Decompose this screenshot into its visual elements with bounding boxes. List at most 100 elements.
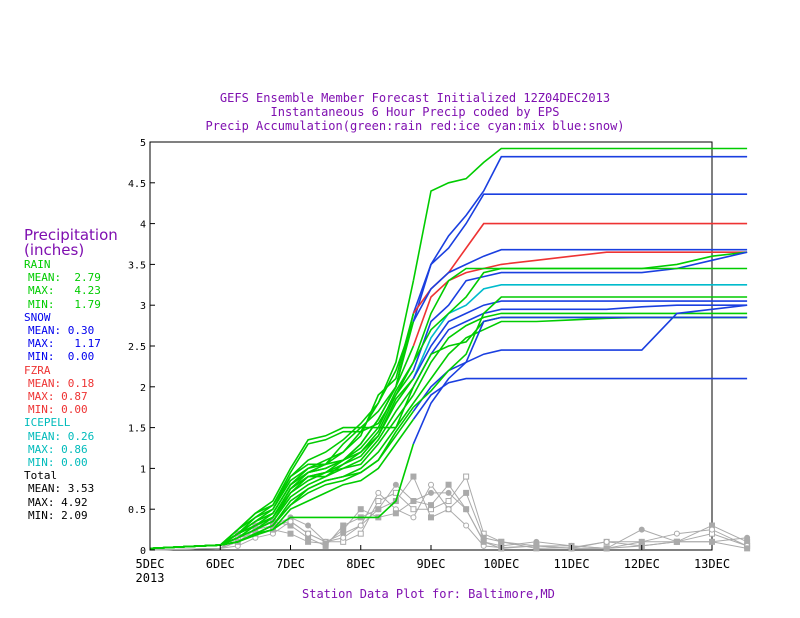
instant-precip-point [445,506,452,513]
instant-precip-point [744,545,751,552]
y-tick-label: 3 [140,301,146,312]
accumulation-line [412,300,748,379]
instant-precip-point [428,489,434,496]
instant-precip-point [410,506,417,513]
accumulation-line [412,193,748,322]
stats-value: MIN: 2.09 [28,508,88,522]
instant-precip-point [375,498,382,505]
stats-heading: Precipitation [24,226,118,244]
accumulation-line [412,147,748,281]
accumulation-line [412,267,748,363]
chart-title-line-3: Precip Accumulation(green:rain red:ice c… [205,119,624,133]
instant-precip-point [445,481,452,488]
instant-precip-point [287,530,294,537]
y-tick-label: 3.5 [128,260,146,271]
stats-value: MAX: 1.17 [28,337,101,351]
instant-precip-point [445,489,452,496]
instant-precip-point [709,538,715,545]
stats-value: MEAN: 0.30 [28,324,95,338]
accumulation-line [412,316,748,404]
y-tick-label: 4 [140,220,146,231]
x-tick-label: 13DEC [694,557,730,571]
y-tick-label: 2.5 [128,342,146,353]
instant-precip-point [287,518,294,525]
instant-precip-point [480,538,487,545]
x-tick-year: 2013 [136,571,165,585]
instant-precip-point [410,514,417,521]
instant-precip-point [305,522,312,529]
instant-precip-point [463,489,470,496]
stats-value: MIN: 0.00 [28,456,88,470]
instant-precip-point [357,530,364,537]
instant-precip-point [375,489,382,496]
accumulation-line [412,312,748,396]
x-tick-label: 11DEC [553,557,589,571]
x-tick-label: 12DEC [624,557,660,571]
instant-precip-point [375,506,382,513]
instant-precip-point [392,481,399,488]
accumulation-series-layer [149,147,748,550]
instant-precip-point [392,510,399,517]
accumulation-line [149,361,415,550]
x-tick-label: 5DEC [136,557,165,571]
chart-titles: GEFS Ensemble Member Forecast Initialize… [205,91,624,133]
stats-value: MAX: 0.86 [28,442,88,456]
stats-heading-units: (inches) [24,241,85,259]
stats-value: MIN: 1.79 [28,297,101,311]
accumulation-line [412,248,748,322]
instant-precip-layer [149,473,751,552]
accumulation-line [412,304,748,388]
stats-value: MEAN: 0.26 [28,429,95,443]
instant-precip-point [410,473,417,480]
x-tick-label: 6DEC [206,557,235,571]
accumulation-line [149,443,415,550]
stats-value: MAX: 4.92 [28,495,88,509]
stats-value: MAX: 4.23 [28,284,101,298]
x-tick-label: 7DEC [276,557,305,571]
instant-precip-point [428,514,434,521]
chart-title-line-2: Instantaneous 6 Hour Precip coded by EPS [271,105,560,119]
instant-precip-line [149,483,748,551]
instant-precip-point [305,530,312,537]
instant-precip-point [673,530,680,537]
instant-precip-point [357,506,364,513]
stats-group-rain: RAIN [24,258,51,271]
accumulation-line [412,296,748,408]
stats-group-icepell: ICEPELL [24,416,71,430]
y-tick-label: 1.5 [128,424,146,435]
stats-group-total: Total [24,469,58,483]
accumulation-line [412,377,748,420]
accumulation-line [412,304,748,412]
x-tick-label: 8DEC [346,557,375,571]
x-tick-label: 10DEC [483,557,519,571]
stats-value: MIN: 0.00 [28,403,88,417]
axes: 0 0.5 1 1.5 2 2.5 3 3.5 4 4.5 5 5DEC 6DEC 7DEC 8DEC 9DE… [128,138,730,585]
instant-precip-point [410,498,417,505]
y-tick-label: 0 [140,546,146,557]
chart-title-line-1: GEFS Ensemble Member Forecast Initialize… [220,91,610,105]
y-tick-label: 5 [140,138,146,149]
stats-value: MAX: 0.87 [28,390,88,404]
stats-group-snow: SNOW [24,310,51,324]
instant-precip-point [305,538,312,545]
instant-precip-point [638,526,645,533]
instant-precip-point [498,538,505,545]
station-footer: Station Data Plot for: Baltimore,MD [302,587,555,601]
instant-precip-point [463,473,470,480]
instant-precip-point [445,498,452,505]
instant-precip-point [603,545,610,552]
stats-value: MIN: 0.00 [28,350,95,364]
stats-value: MEAN: 3.53 [28,482,95,496]
instant-precip-point [673,538,680,545]
stats-groups: RAIN MEAN: 2.79 MAX: 4.23 MIN: 1.79 SNOW MEAN… [24,258,118,522]
instant-precip-point [428,481,434,488]
y-tick-label: 4.5 [128,179,146,190]
instant-precip-point [603,538,610,545]
instant-precip-point [340,534,347,541]
instant-precip-point [428,502,434,509]
stats-panel: Precipitation (inches) RAIN MEAN: 2.79 MAX… [24,228,118,522]
stats-value: MEAN: 0.18 [28,376,95,390]
y-tick-label: 0.5 [128,505,146,516]
accumulation-line [412,155,748,314]
